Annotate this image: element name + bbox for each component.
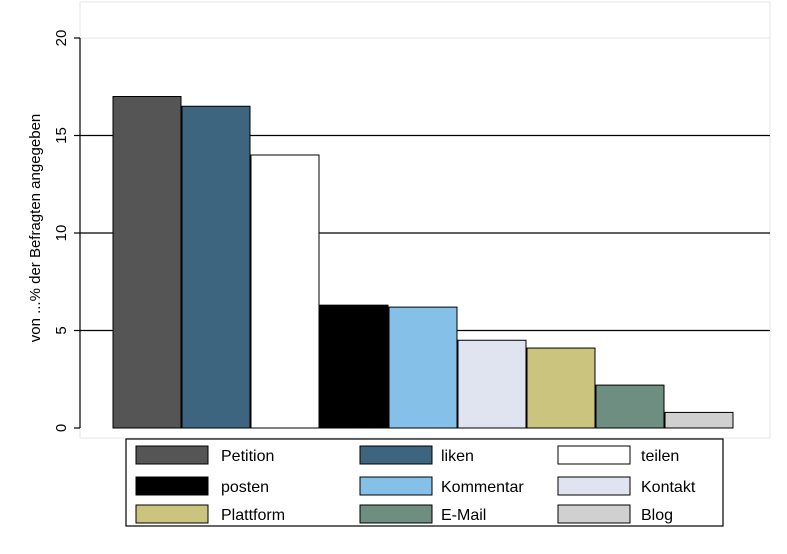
y-tick-label: 0 xyxy=(53,424,70,432)
legend-swatch-kommentar xyxy=(359,476,433,496)
y-tick-label: 5 xyxy=(53,326,70,334)
bars xyxy=(112,96,734,429)
bar-kommentar xyxy=(388,306,458,429)
bar-blog xyxy=(664,411,734,429)
legend-swatch-e-mail xyxy=(359,504,433,524)
y-tick-label: 10 xyxy=(53,225,70,242)
bar-liken xyxy=(181,105,251,429)
legend-label-kontakt: Kontakt xyxy=(641,479,696,496)
y-axis-label: von ...% der Befragten angegeben xyxy=(27,114,44,343)
bar-kontakt xyxy=(457,339,527,429)
legend-label-liken: liken xyxy=(441,448,474,465)
legend-label-plattform: Plattform xyxy=(221,507,285,524)
legend-swatch-posten xyxy=(135,476,209,496)
y-tick-label: 20 xyxy=(53,30,70,47)
y-tick-label: 15 xyxy=(53,127,70,144)
y-axis-ticks: 0 5 10 15 20 xyxy=(53,30,80,432)
legend-swatch-petition xyxy=(135,445,209,465)
legend-label-kommentar: Kommentar xyxy=(441,479,524,496)
bar-petition xyxy=(112,96,182,429)
legend-label-teilen: teilen xyxy=(641,448,679,465)
bar-posten xyxy=(319,304,389,429)
legend-label-e-mail: E-Mail xyxy=(441,507,486,524)
legend-label-blog: Blog xyxy=(641,507,673,524)
legend-label-petition: Petition xyxy=(221,448,274,465)
bar-plattform xyxy=(526,347,596,429)
legend-swatch-teilen xyxy=(557,445,631,465)
legend: Petition liken teilen posten Kommentar Kontak… xyxy=(135,445,696,524)
bar-e-mail xyxy=(595,384,665,429)
legend-label-posten: posten xyxy=(221,479,269,496)
legend-swatch-liken xyxy=(359,445,433,465)
legend-swatch-blog xyxy=(557,504,631,524)
legend-swatch-kontakt xyxy=(557,476,631,496)
legend-swatch-plattform xyxy=(135,504,209,524)
bar-teilen xyxy=(250,154,320,429)
